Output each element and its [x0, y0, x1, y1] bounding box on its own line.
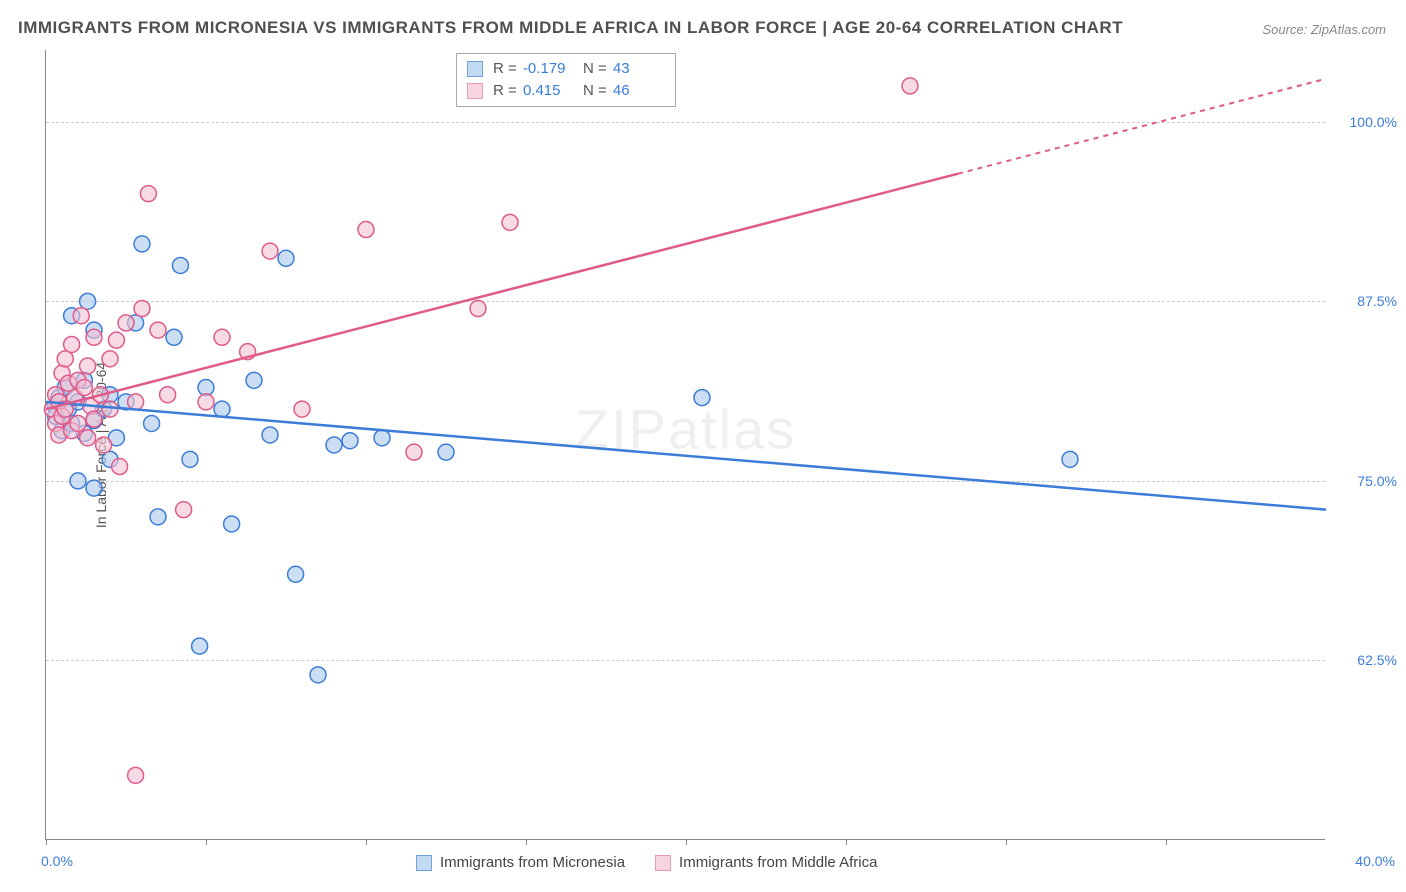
data-point — [294, 401, 310, 417]
data-point — [144, 415, 160, 431]
data-point — [102, 401, 118, 417]
x-axis-min-label: 0.0% — [41, 853, 73, 869]
data-point — [134, 301, 150, 317]
data-point — [406, 444, 422, 460]
series-1-swatch — [467, 61, 483, 77]
data-point — [70, 415, 86, 431]
data-point — [326, 437, 342, 453]
data-point — [80, 358, 96, 374]
data-point — [160, 387, 176, 403]
trend-line — [46, 174, 958, 409]
data-point — [198, 380, 214, 396]
series-2-n-value: 46 — [613, 80, 663, 102]
data-point — [118, 315, 134, 331]
scatter-svg — [46, 50, 1326, 840]
source-attribution: Source: ZipAtlas.com — [1262, 22, 1386, 37]
data-point — [192, 638, 208, 654]
chart-plot-area: In Labor Force | Age 20-64 ZIPatlas 62.5… — [45, 50, 1325, 840]
legend-item-2: Immigrants from Middle Africa — [655, 854, 877, 871]
data-point — [278, 250, 294, 266]
data-point — [902, 78, 918, 94]
data-point — [128, 394, 144, 410]
data-point — [64, 336, 80, 352]
data-point — [198, 394, 214, 410]
data-point — [112, 459, 128, 475]
series-1-n-value: 43 — [613, 58, 663, 80]
data-point — [76, 380, 92, 396]
chart-title: IMMIGRANTS FROM MICRONESIA VS IMMIGRANTS… — [18, 18, 1123, 38]
data-point — [214, 401, 230, 417]
data-point — [214, 329, 230, 345]
data-point — [262, 427, 278, 443]
correlation-stats-box: R = -0.179 N = 43 R = 0.415 N = 46 — [456, 53, 676, 107]
data-point — [166, 329, 182, 345]
data-point — [150, 322, 166, 338]
data-point — [694, 390, 710, 406]
data-point — [134, 236, 150, 252]
legend-item-1: Immigrants from Micronesia — [416, 854, 625, 871]
data-point — [224, 516, 240, 532]
data-point — [288, 566, 304, 582]
data-point — [128, 767, 144, 783]
data-point — [172, 257, 188, 273]
bottom-legend: Immigrants from Micronesia Immigrants fr… — [416, 854, 877, 871]
data-point — [150, 509, 166, 525]
legend-label-1: Immigrants from Micronesia — [440, 854, 625, 871]
series-2-r-value: 0.415 — [523, 80, 573, 102]
data-point — [310, 667, 326, 683]
data-point — [176, 502, 192, 518]
data-point — [358, 222, 374, 238]
data-point — [438, 444, 454, 460]
data-point — [86, 411, 102, 427]
data-point — [374, 430, 390, 446]
stats-row-series-2: R = 0.415 N = 46 — [467, 80, 663, 102]
data-point — [262, 243, 278, 259]
legend-swatch-1 — [416, 855, 432, 871]
data-point — [96, 437, 112, 453]
trend-line-extrapolated — [958, 79, 1326, 174]
data-point — [470, 301, 486, 317]
data-point — [108, 332, 124, 348]
y-tick-label: 75.0% — [1337, 473, 1397, 489]
data-point — [86, 480, 102, 496]
x-axis-max-label: 40.0% — [1355, 853, 1395, 869]
data-point — [73, 308, 89, 324]
series-2-swatch — [467, 83, 483, 99]
data-point — [502, 214, 518, 230]
data-point — [140, 186, 156, 202]
data-point — [342, 433, 358, 449]
data-point — [246, 372, 262, 388]
data-point — [86, 329, 102, 345]
series-1-r-value: -0.179 — [523, 58, 573, 80]
stats-row-series-1: R = -0.179 N = 43 — [467, 58, 663, 80]
y-tick-label: 100.0% — [1337, 114, 1397, 130]
data-point — [1062, 451, 1078, 467]
y-tick-label: 62.5% — [1337, 652, 1397, 668]
legend-label-2: Immigrants from Middle Africa — [679, 854, 877, 871]
data-point — [57, 351, 73, 367]
data-point — [70, 473, 86, 489]
data-point — [182, 451, 198, 467]
data-point — [80, 430, 96, 446]
data-point — [102, 351, 118, 367]
trend-line — [46, 402, 1326, 510]
legend-swatch-2 — [655, 855, 671, 871]
y-tick-label: 87.5% — [1337, 293, 1397, 309]
data-point — [80, 293, 96, 309]
